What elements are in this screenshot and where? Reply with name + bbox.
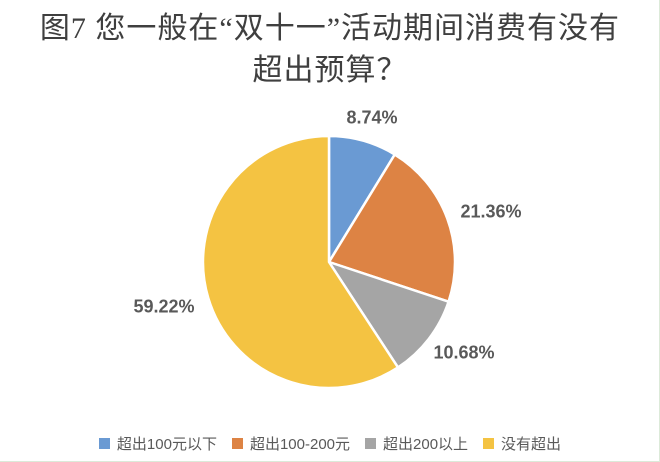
chart-title-line-2: 超出预算？ <box>252 54 408 87</box>
legend: 超出100元以下 超出100-200元 超出200以上 没有超出 <box>0 433 659 454</box>
data-label-slice-1: 21.36% <box>460 201 522 222</box>
pie-chart <box>200 133 458 391</box>
legend-item-0: 超出100元以下 <box>98 433 217 454</box>
legend-swatch-yellow-icon <box>483 438 495 449</box>
legend-item-3: 没有超出 <box>483 433 561 454</box>
data-label-slice-2: 10.68% <box>433 342 495 363</box>
legend-item-2: 超出200以上 <box>365 433 468 454</box>
data-label-slice-0: 8.74% <box>346 107 398 128</box>
legend-label-2: 超出200以上 <box>383 436 469 453</box>
legend-swatch-blue-icon <box>98 438 110 449</box>
legend-label-3: 没有超出 <box>501 436 562 453</box>
legend-label-0: 超出100元以下 <box>116 436 217 453</box>
legend-swatch-orange-icon <box>231 438 243 449</box>
legend-item-1: 超出100-200元 <box>231 433 351 454</box>
legend-label-1: 超出100-200元 <box>249 436 351 453</box>
pie-chart-svg <box>201 134 457 390</box>
legend-swatch-gray-icon <box>365 438 377 449</box>
data-label-slice-3: 59.22% <box>133 296 195 317</box>
chart-title-line-1: 图7 您一般在“双十一”活动期间消费有没有 <box>39 12 621 45</box>
chart-title: 图7 您一般在“双十一”活动期间消费有没有 超出预算？ <box>0 8 659 92</box>
